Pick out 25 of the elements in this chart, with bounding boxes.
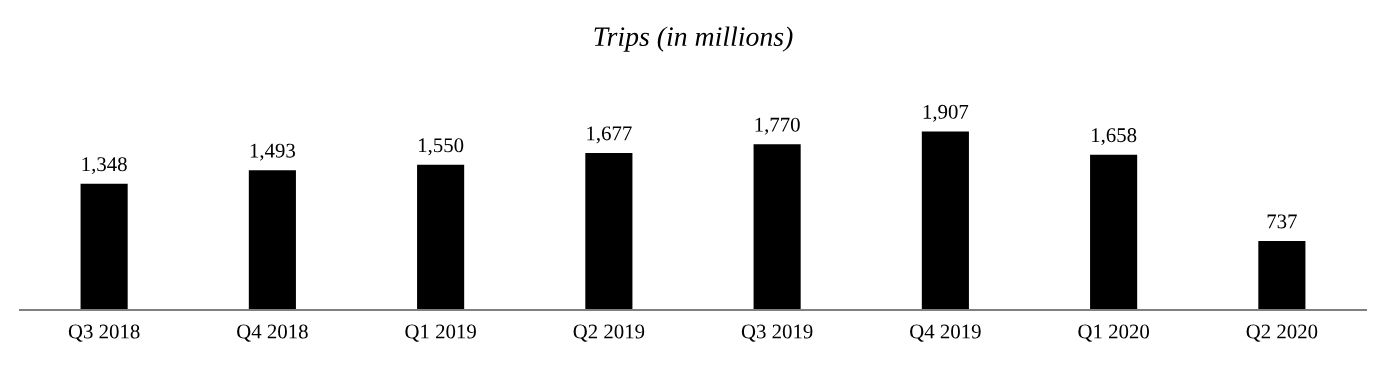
chart-title: Trips (in millions) [594, 26, 793, 52]
x-tick-label: Q1 2019 [405, 324, 476, 342]
data-label: 737 [1267, 214, 1297, 229]
bar [585, 152, 633, 310]
bar [417, 164, 465, 310]
x-tick-label: Q3 2018 [68, 324, 140, 342]
data-label: 1,550 [419, 138, 464, 156]
x-tick-label: Q4 2018 [237, 324, 308, 342]
data-label: 1,493 [250, 143, 295, 161]
x-tick-label: Q3 2019 [741, 324, 813, 342]
bar [1090, 154, 1138, 310]
bar [248, 170, 296, 310]
data-label: 1,677 [587, 126, 632, 144]
x-tick-label: Q1 2020 [1078, 324, 1149, 342]
bar [80, 183, 128, 310]
data-label: 1,348 [82, 157, 127, 175]
bar [1258, 240, 1306, 310]
bar [921, 131, 969, 310]
x-tick-label: Q2 2019 [573, 324, 645, 342]
data-label: 1,907 [923, 104, 969, 122]
x-tick-label: Q4 2019 [910, 324, 981, 342]
x-tick-label: Q2 2020 [1246, 324, 1318, 342]
bar [753, 144, 801, 310]
data-label: 1,658 [1092, 128, 1137, 146]
data-label: 1,770 [755, 117, 800, 135]
